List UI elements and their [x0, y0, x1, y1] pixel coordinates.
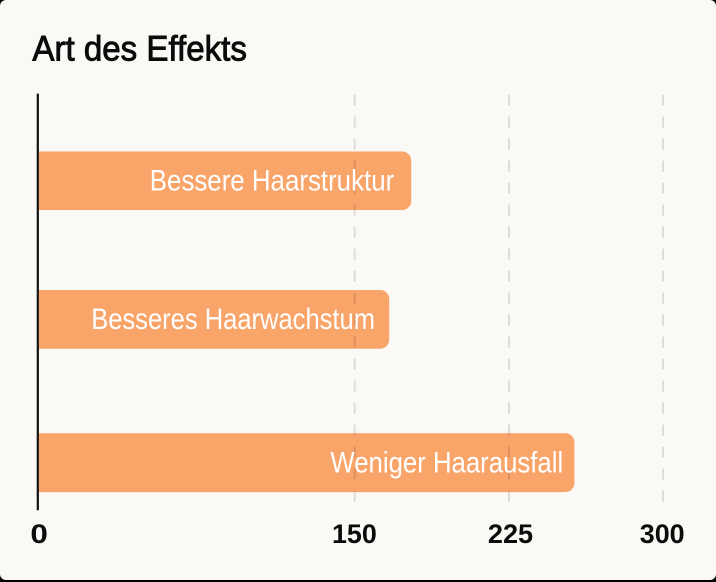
- svg-text:300: 300: [640, 519, 685, 549]
- svg-text:Art des Effekts: Art des Effekts: [32, 30, 247, 69]
- svg-text:0: 0: [30, 519, 48, 549]
- svg-text:Besseres Haarwachstum: Besseres Haarwachstum: [91, 303, 375, 336]
- svg-text:150: 150: [332, 519, 377, 549]
- svg-text:Bessere Haarstruktur: Bessere Haarstruktur: [150, 164, 394, 197]
- svg-text:225: 225: [488, 519, 533, 549]
- svg-text:Weniger Haarausfall: Weniger Haarausfall: [330, 447, 563, 480]
